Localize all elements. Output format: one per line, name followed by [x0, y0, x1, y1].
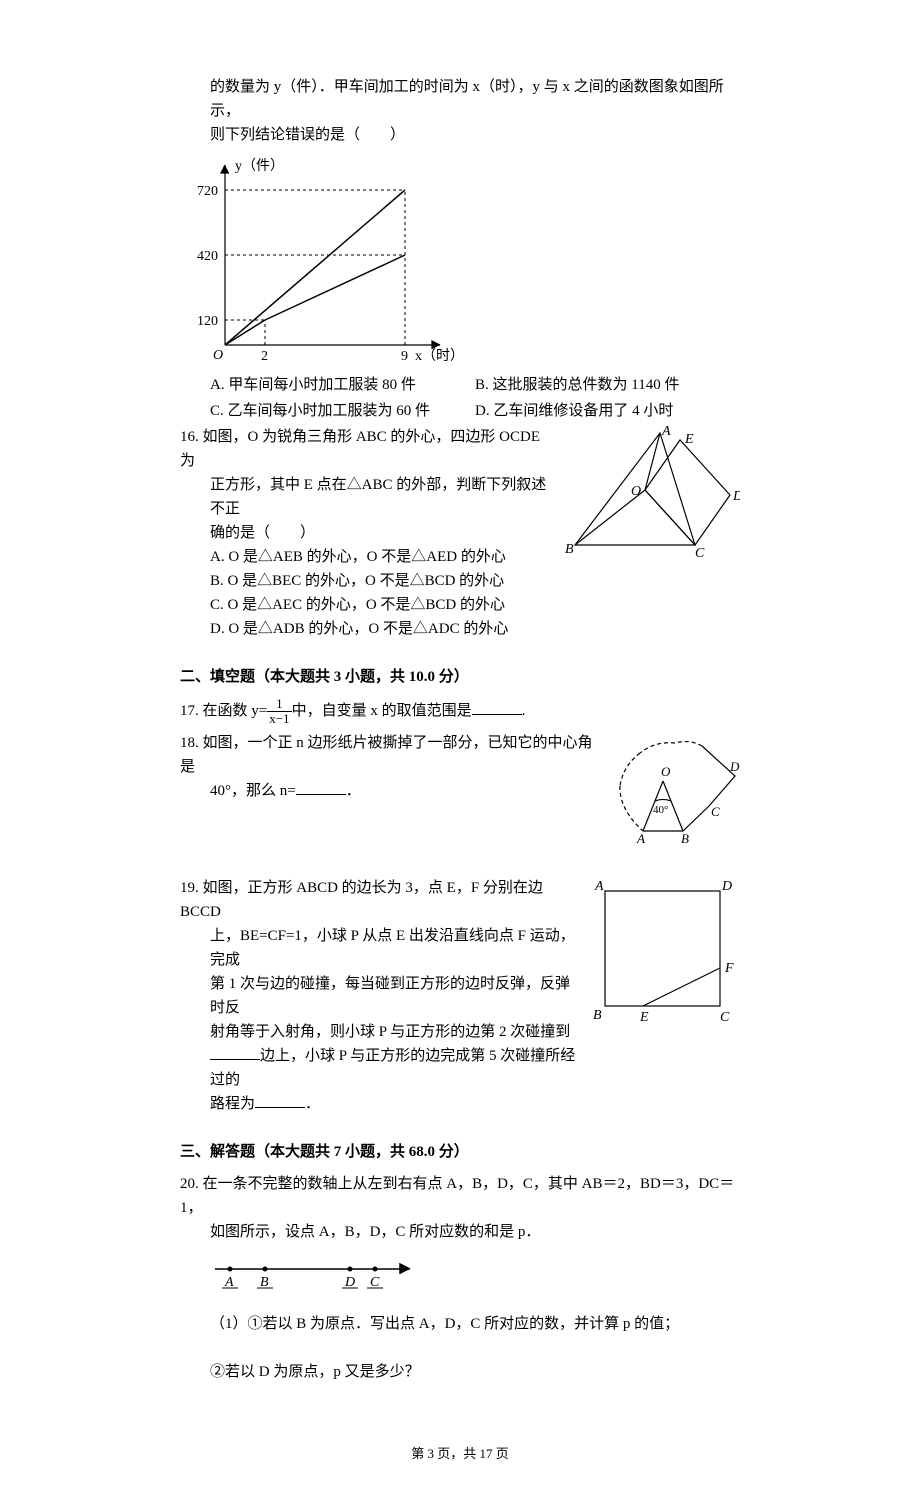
svg-text:120: 120 [197, 314, 218, 329]
q15-opts-row2: C. 乙车间每小时加工服装为 60 件 D. 乙车间维修设备用了 4 小时 [210, 399, 740, 423]
q17-frac: 1x−1 [267, 697, 291, 727]
q19-line6-pre: 路程为 [210, 1096, 255, 1112]
q16-line2: 正方形，其中 E 点在△ABC 的外部，判断下列叙述不正 [210, 473, 557, 521]
svg-text:420: 420 [197, 249, 218, 264]
q16-opt-c: C. O 是△AEC 的外心，O 不是△BCD 的外心 [210, 593, 557, 617]
svg-text:E: E [639, 1010, 649, 1025]
svg-text:2: 2 [261, 349, 268, 364]
svg-text:D: D [732, 489, 740, 504]
svg-text:O: O [213, 348, 223, 363]
svg-text:B: B [565, 542, 574, 557]
q19-line3: 第 1 次与边的碰撞，每当碰到正方形的边时反弹，反弹时反 [210, 972, 582, 1020]
svg-text:A: A [594, 879, 604, 894]
q15-opt-d: D. 乙车间维修设备用了 4 小时 [475, 399, 740, 423]
svg-text:E: E [684, 432, 694, 447]
q19-line5-mid: 边上，小球 P 与正方形的边完成第 5 次碰撞所经过的 [210, 1048, 575, 1088]
q18-diagram: O 40° A B C D [605, 731, 740, 846]
q18-line2-pre: 40°，那么 n= [210, 783, 296, 799]
svg-text:O: O [661, 764, 671, 779]
q16-num: 16. [180, 425, 199, 449]
q19-line4: 射角等于入射角，则小球 P 与正方形的边第 2 次碰撞到 [210, 1020, 582, 1044]
q18-line2-end: ． [346, 783, 361, 799]
q18-blank [296, 780, 346, 795]
svg-text:B: B [681, 831, 689, 846]
svg-text:C: C [695, 546, 705, 560]
q15-opt-b: B. 这批服装的总件数为 1140 件 [475, 373, 740, 397]
svg-text:40°: 40° [653, 804, 668, 816]
q19-diagram: A D F B E C [590, 876, 740, 1026]
q20-sub2: ②若以 D 为原点，p 又是多少？ [210, 1360, 740, 1384]
q16-opt-d: D. O 是△ADB 的外心，O 不是△ADC 的外心 [210, 617, 557, 641]
q15-opt-c: C. 乙车间每小时加工服装为 60 件 [210, 399, 475, 423]
svg-text:B: B [593, 1008, 602, 1023]
q20-diagram: A B D C [210, 1254, 740, 1292]
svg-text:F: F [724, 961, 734, 976]
q20-line2: 如图所示，设点 A，B，D，C 所对应数的和是 p． [210, 1220, 740, 1244]
q17-end: . [522, 703, 526, 719]
q19-num: 19. [180, 876, 199, 900]
section3-head: 三、解答题（本大题共 7 小题，共 68.0 分） [180, 1140, 740, 1164]
svg-text:720: 720 [197, 184, 218, 199]
svg-text:C: C [711, 804, 720, 819]
q16-diagram: A E D O B C [565, 425, 740, 560]
q15-opts-row1: A. 甲车间每小时加工服装 80 件 B. 这批服装的总件数为 1140 件 [210, 373, 740, 397]
q19-blank1 [210, 1045, 260, 1060]
svg-text:A: A [636, 831, 645, 846]
q16-line3: 确的是（ ） [210, 521, 557, 545]
q16-opt-b: B. O 是△BEC 的外心，O 不是△BCD 的外心 [210, 569, 557, 593]
q15-lead1: 的数量为 y（件）．甲车间加工的时间为 x（时），y 与 x 之间的函数图象如图… [210, 75, 740, 123]
svg-text:D: D [729, 759, 740, 774]
section2-head: 二、填空题（本大题共 3 小题，共 10.0 分） [180, 665, 740, 689]
page-footer: 第 3 页，共 17 页 [180, 1444, 740, 1465]
q15-opt-a: A. 甲车间每小时加工服装 80 件 [210, 373, 475, 397]
q17-pre: 在函数 y= [203, 703, 268, 719]
q16-opt-a: A. O 是△AEB 的外心，O 不是△AED 的外心 [210, 545, 557, 569]
svg-text:A: A [661, 425, 671, 439]
q16-line1: 如图，O 为锐角三角形 ABC 的外心，四边形 OCDE 为 [180, 429, 540, 469]
q18-num: 18. [180, 731, 199, 755]
svg-text:O: O [631, 484, 641, 499]
svg-text:C: C [720, 1010, 730, 1025]
q18-line1: 如图，一个正 n 边形纸片被撕掉了一部分，已知它的中心角是 [180, 735, 593, 775]
q15-chart: y（件） 720 420 120 O 2 9 x（时） [180, 155, 740, 365]
svg-text:9: 9 [401, 349, 408, 364]
q17-blank [472, 700, 522, 715]
q17-num: 17. [180, 699, 199, 723]
q15-ylabel: y（件） [235, 158, 284, 174]
q15-xlabel: x（时） [415, 348, 460, 364]
q17-mid: 中，自变量 x 的取值范围是 [292, 703, 472, 719]
q19-line2: 上，BE=CF=1，小球 P 从点 E 出发沿直线向点 F 运动，完成 [210, 924, 582, 972]
svg-text:D: D [721, 879, 732, 894]
q19-blank2 [255, 1093, 305, 1108]
q20-num: 20. [180, 1172, 199, 1196]
q20-sub1: （1）①若以 B 为原点．写出点 A，D，C 所对应的数，并计算 p 的值； [210, 1312, 740, 1336]
q19-line1: 如图，正方形 ABCD 的边长为 3，点 E，F 分别在边 BCCD [180, 880, 543, 920]
q19-line6-end: ． [305, 1096, 320, 1112]
q15-lead2: 则下列结论错误的是（ ） [210, 123, 740, 147]
q20-line1: 在一条不完整的数轴上从左到右有点 A，B，D，C，其中 AB＝2，BD＝3，DC… [180, 1176, 734, 1216]
